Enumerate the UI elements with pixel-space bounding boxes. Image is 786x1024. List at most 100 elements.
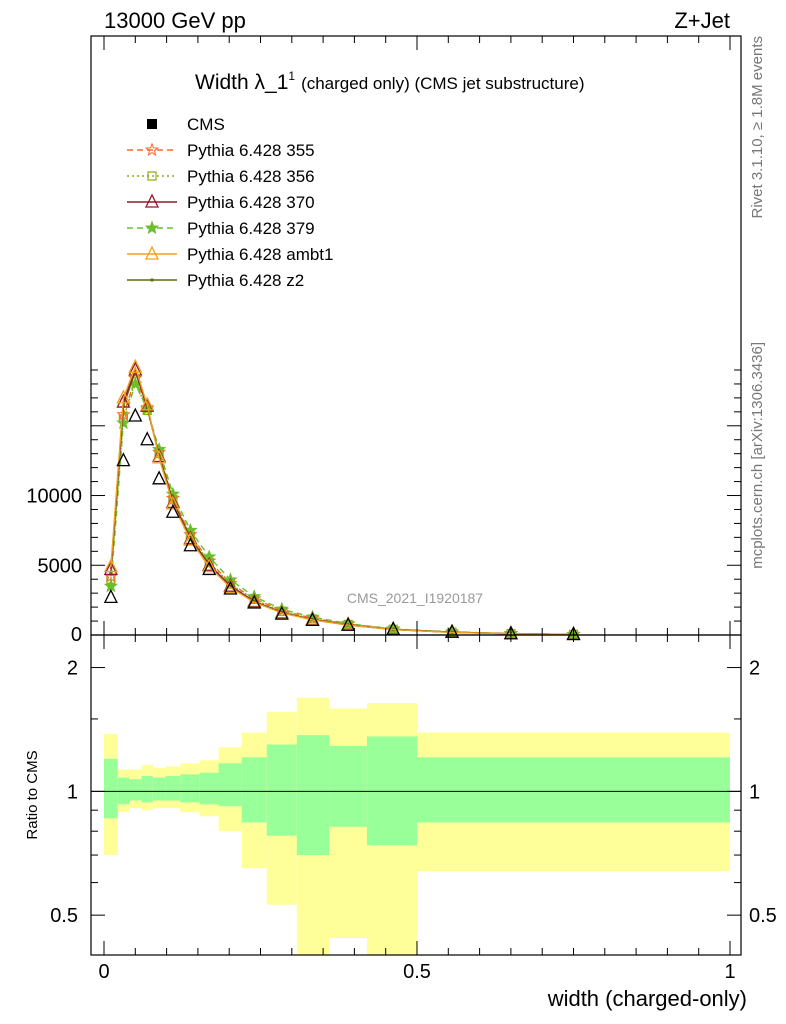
legend-item-p355: Pythia 6.428 355 <box>127 141 315 160</box>
y-tick-label-main: 10000 <box>26 486 82 508</box>
legend-item-p379: Pythia 6.428 379 <box>127 219 315 238</box>
main-series-group <box>103 358 581 641</box>
legend-item-p356: Pythia 6.428 356 <box>127 167 315 186</box>
legend-label-p379: Pythia 6.428 379 <box>187 219 315 238</box>
y-tick-label-ratio: 2 <box>67 658 78 680</box>
point-cms <box>116 452 131 467</box>
y-tick-label-main: 5000 <box>38 555 83 577</box>
legend-label-p355: Pythia 6.428 355 <box>187 141 315 160</box>
band-inner-bin <box>141 775 153 803</box>
point-cms <box>103 588 118 603</box>
x-axis-label: width (charged-only) <box>547 986 747 1011</box>
header-left: 13000 GeV pp <box>104 8 246 33</box>
point-p379 <box>116 415 131 430</box>
legend-item-ambt1: Pythia 6.428 ambt1 <box>127 245 333 264</box>
series-p355 <box>103 370 581 641</box>
point-cms <box>274 605 289 620</box>
watermark: CMS_2021_I1920187 <box>347 590 483 606</box>
point-cms <box>202 560 217 576</box>
legend-label-p370: Pythia 6.428 370 <box>187 193 315 212</box>
series-line-p370 <box>110 367 574 636</box>
point-ambt1 <box>152 449 167 464</box>
ratio-uncertainty-bands <box>104 697 730 955</box>
series-p370 <box>103 361 581 641</box>
band-inner-bin <box>129 779 142 801</box>
point-cms <box>305 611 320 627</box>
side-label-top: Rivet 3.1.10, ≥ 1.8M events <box>749 36 766 219</box>
series-cms <box>103 407 581 641</box>
point-ambt1 <box>103 558 118 573</box>
legend-marker-ambt1 <box>144 245 160 260</box>
point-ambt1 <box>183 531 198 546</box>
point-ambt1 <box>165 495 180 510</box>
band-inner-bin <box>218 763 242 807</box>
point-cms <box>183 537 198 552</box>
point-ambt1 <box>116 389 131 404</box>
band-inner-bin <box>366 736 417 846</box>
legend-item-cms: CMS <box>147 115 225 134</box>
point-cms <box>152 470 167 485</box>
series-line-p379 <box>110 381 574 635</box>
y-tick-label-ratio-right: 2 <box>749 658 760 680</box>
side-label-bottom: mcplots.cern.ch [arXiv:1306.3436] <box>749 342 766 569</box>
band-inner-bin <box>104 758 118 819</box>
band-inner-bin <box>180 774 200 803</box>
point-cms <box>165 503 180 518</box>
point-ambt1 <box>202 558 217 573</box>
header-right: Z+Jet <box>674 8 730 33</box>
legend-label-z2: Pythia 6.428 z2 <box>187 271 304 290</box>
y-tick-label-ratio-right: 0.5 <box>749 905 777 927</box>
point-cms <box>140 431 155 446</box>
legend-label-cms: CMS <box>187 115 225 134</box>
legend-item-p370: Pythia 6.428 370 <box>127 193 315 212</box>
y-axis-label-ratio: Ratio to CMS <box>24 750 41 839</box>
point-p379 <box>103 578 119 593</box>
legend-marker-z2 <box>150 278 154 282</box>
y-tick-label-ratio-right: 1 <box>749 781 760 803</box>
chart-title: Width λ_11 (charged only) (CMS jet substr… <box>195 69 585 94</box>
legend-marker-cms <box>147 119 157 129</box>
band-inner-bin <box>329 745 367 827</box>
point-cms <box>247 594 262 609</box>
band-inner-bin <box>165 775 181 801</box>
point-p370 <box>103 560 118 576</box>
point-cms <box>128 407 143 422</box>
legend-marker-p379 <box>144 220 160 235</box>
x-tick-label: 0 <box>98 961 109 983</box>
band-inner-bin <box>266 744 297 836</box>
series-line-p355 <box>110 376 574 636</box>
series-line-ambt1 <box>110 365 574 636</box>
point-ambt1 <box>140 396 155 411</box>
x-tick-label: 1 <box>724 961 735 983</box>
band-inner-bin <box>417 757 730 823</box>
point-cms <box>223 580 238 595</box>
legend-marker-p356 <box>147 171 157 181</box>
axis-ticks <box>91 36 741 955</box>
band-inner-bin <box>199 772 219 805</box>
legend: CMS Pythia 6.428 355 Pythia 6.428 356 Pythi… <box>127 115 333 290</box>
legend-label-ambt1: Pythia 6.428 ambt1 <box>187 245 333 264</box>
point-cms <box>341 616 356 631</box>
legend-marker-p355 <box>144 142 160 157</box>
title-main: Width λ_1 <box>195 71 288 94</box>
legend-item-z2: Pythia 6.428 z2 <box>127 271 304 290</box>
series-line-p356 <box>110 379 574 636</box>
tick-labels: 0 0.5 1 5000 10000 0 0.5 0.5 1 1 2 2 <box>26 486 776 983</box>
y-tick-label-ratio: 1 <box>67 781 78 803</box>
legend-marker-p370 <box>144 193 160 208</box>
series-line-z2 <box>110 369 574 636</box>
band-inner-bin <box>296 735 330 856</box>
series-ambt1 <box>103 358 581 641</box>
ratio-plot-frame <box>90 634 742 956</box>
legend-label-p356: Pythia 6.428 356 <box>187 167 315 186</box>
point-ambt1 <box>128 358 143 373</box>
band-inner-bin <box>241 757 267 823</box>
title-sub: (charged only) (CMS jet substructure) <box>301 74 584 93</box>
title-sup: 1 <box>288 69 295 83</box>
x-tick-label: 0.5 <box>403 961 431 983</box>
y-tick-label-main: 0 <box>71 624 82 646</box>
point-p370 <box>128 361 143 376</box>
point-cms <box>445 623 460 638</box>
series-z2 <box>109 369 576 637</box>
